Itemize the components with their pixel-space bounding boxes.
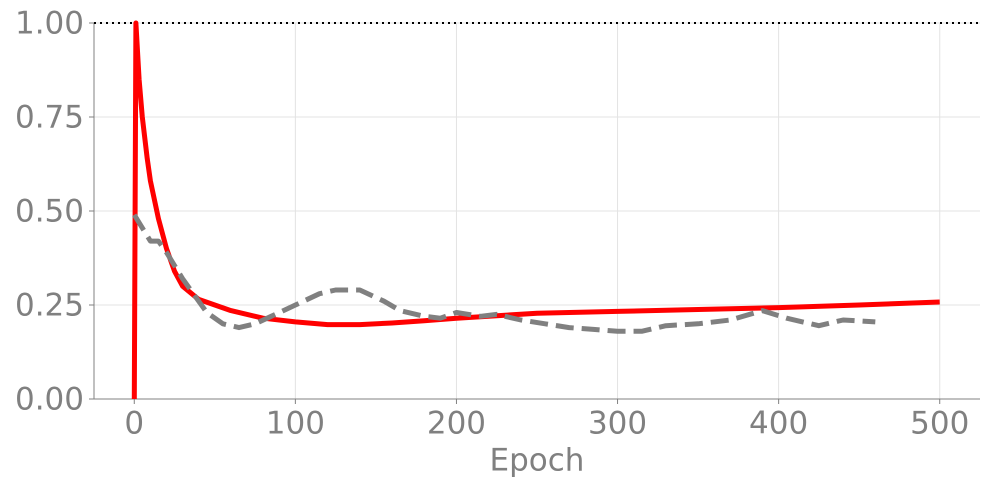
x-tick-label: 200 [427,406,486,442]
y-tick-label: 0.75 [15,100,84,136]
x-axis-label: Epoch [490,443,585,479]
x-tick-label: 500 [910,406,969,442]
x-tick-label: 100 [266,406,325,442]
series-line [132,213,876,334]
series-line [131,20,940,400]
x-tick-label: 400 [749,406,808,442]
x-tick-label: 0 [124,406,144,442]
y-tick-label: 0.00 [15,382,84,418]
x-tick-label: 300 [588,406,647,442]
y-tick-label: 1.00 [15,6,84,42]
y-tick-label: 0.50 [15,194,84,230]
y-tick-label: 0.25 [15,288,84,324]
